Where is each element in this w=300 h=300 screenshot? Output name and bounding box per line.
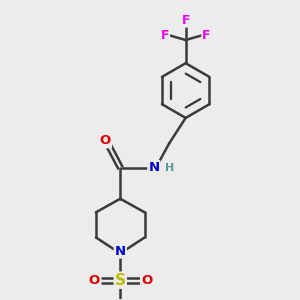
- Text: S: S: [115, 273, 126, 288]
- Text: H: H: [165, 164, 175, 173]
- Text: O: O: [141, 274, 152, 287]
- Text: F: F: [182, 14, 190, 27]
- Text: F: F: [160, 29, 169, 42]
- Text: O: O: [100, 134, 111, 147]
- Text: N: N: [148, 161, 159, 174]
- Text: N: N: [115, 244, 126, 258]
- Text: O: O: [88, 274, 100, 287]
- Text: F: F: [202, 29, 211, 42]
